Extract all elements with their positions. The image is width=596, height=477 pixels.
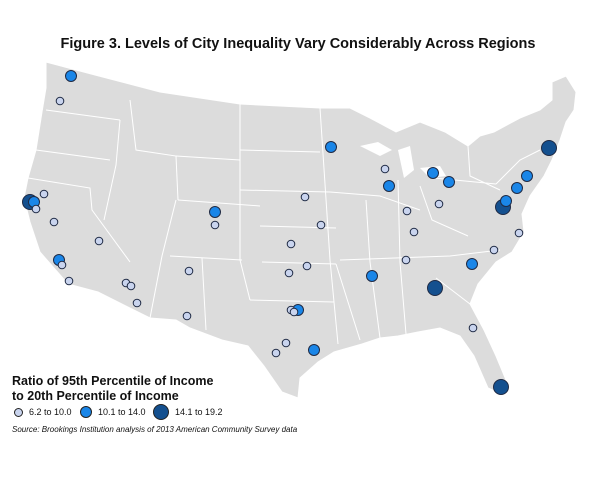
legend-item-low: 6.2 to 10.0 [14, 404, 72, 420]
city-point [493, 379, 509, 395]
city-point [401, 255, 411, 265]
legend-swatch-high [153, 404, 169, 420]
city-point [31, 204, 41, 214]
map-title: Figure 3. Levels of City Inequality Vary… [60, 36, 536, 52]
city-point [126, 281, 136, 291]
city-point [286, 239, 296, 249]
city-point [325, 141, 337, 153]
city-point [383, 180, 395, 192]
city-point [132, 298, 142, 308]
city-point [402, 206, 412, 216]
city-point [500, 195, 512, 207]
legend-label-high: 14.1 to 19.2 [175, 407, 223, 417]
city-point [511, 182, 523, 194]
city-point [184, 266, 194, 276]
city-point [300, 192, 310, 202]
city-point [281, 338, 291, 348]
city-point [182, 311, 192, 321]
legend-title-line2: to 20th Percentile of Income [12, 389, 179, 403]
legend-item-mid: 10.1 to 14.0 [80, 404, 146, 420]
city-point [289, 307, 299, 317]
city-point [434, 199, 444, 209]
city-point [427, 167, 439, 179]
city-point [284, 268, 294, 278]
city-point [541, 140, 557, 156]
legend-title-line1: Ratio of 95th Percentile of Income [12, 374, 214, 388]
city-point [514, 228, 524, 238]
city-point [65, 70, 77, 82]
us-land [23, 61, 577, 399]
city-point [316, 220, 326, 230]
legend-swatch-mid [80, 406, 92, 418]
city-point [466, 258, 478, 270]
legend-item-high: 14.1 to 19.2 [153, 404, 223, 420]
city-point [521, 170, 533, 182]
legend-title: Ratio of 95th Percentile of Income to 20… [12, 374, 272, 404]
city-point [39, 189, 49, 199]
legend-swatch-low [14, 407, 23, 417]
legend-label-low: 6.2 to 10.0 [29, 407, 72, 417]
state-borders [27, 99, 541, 345]
city-point [209, 206, 221, 218]
city-point [366, 270, 378, 282]
city-point [271, 348, 281, 358]
city-point [64, 276, 74, 286]
city-point [49, 217, 59, 227]
city-point [380, 164, 390, 174]
great-lakes [360, 142, 446, 178]
legend-label-mid: 10.1 to 14.0 [98, 407, 146, 417]
city-point [468, 323, 478, 333]
city-point [94, 236, 104, 246]
source-note: Source: Brookings Institution analysis o… [12, 425, 298, 434]
city-point [55, 96, 65, 106]
city-point [308, 344, 320, 356]
city-point [489, 245, 499, 255]
city-point [57, 260, 67, 270]
city-point [443, 176, 455, 188]
city-point [210, 220, 220, 230]
city-point [409, 227, 419, 237]
city-points [22, 70, 557, 395]
city-point [427, 280, 443, 296]
city-point [302, 261, 312, 271]
